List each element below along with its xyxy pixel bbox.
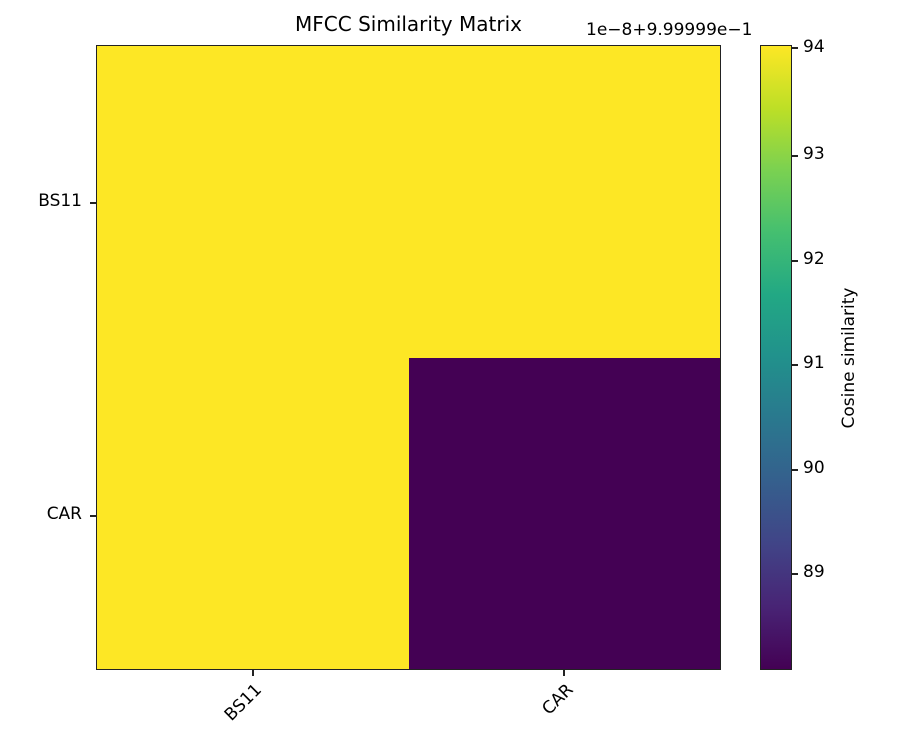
y-tick xyxy=(90,515,96,517)
cell-bs11-car xyxy=(408,46,720,358)
x-tick xyxy=(563,670,565,676)
colorbar-offset-text: 1e−8+9.99999e−1 xyxy=(586,20,753,40)
colorbar-tick-label: 94 xyxy=(803,37,825,57)
colorbar-tick xyxy=(792,573,798,575)
y-tick-label: BS11 xyxy=(38,191,82,211)
colorbar-tick xyxy=(792,364,798,366)
colorbar-tick xyxy=(792,47,798,49)
colorbar xyxy=(760,45,792,670)
colorbar-tick xyxy=(792,260,798,262)
colorbar-tick-label: 92 xyxy=(803,249,825,269)
colorbar-tick xyxy=(792,155,798,157)
cell-car-car xyxy=(408,357,720,669)
x-tick xyxy=(252,670,254,676)
x-tick-label: BS11 xyxy=(221,680,267,726)
x-tick-label: CAR xyxy=(538,680,578,720)
cell-car-bs11 xyxy=(97,357,409,669)
chart-title: MFCC Similarity Matrix xyxy=(295,12,522,36)
heatmap-plot-area xyxy=(96,45,721,670)
y-tick-label: CAR xyxy=(46,504,82,524)
colorbar-tick-label: 91 xyxy=(803,353,825,373)
colorbar-tick-label: 89 xyxy=(803,562,825,582)
colorbar-tick-label: 90 xyxy=(803,458,825,478)
colorbar-tick xyxy=(792,469,798,471)
colorbar-label: Cosine similarity xyxy=(839,287,859,429)
cell-bs11-bs11 xyxy=(97,46,409,358)
y-tick xyxy=(90,202,96,204)
colorbar-tick-label: 93 xyxy=(803,144,825,164)
